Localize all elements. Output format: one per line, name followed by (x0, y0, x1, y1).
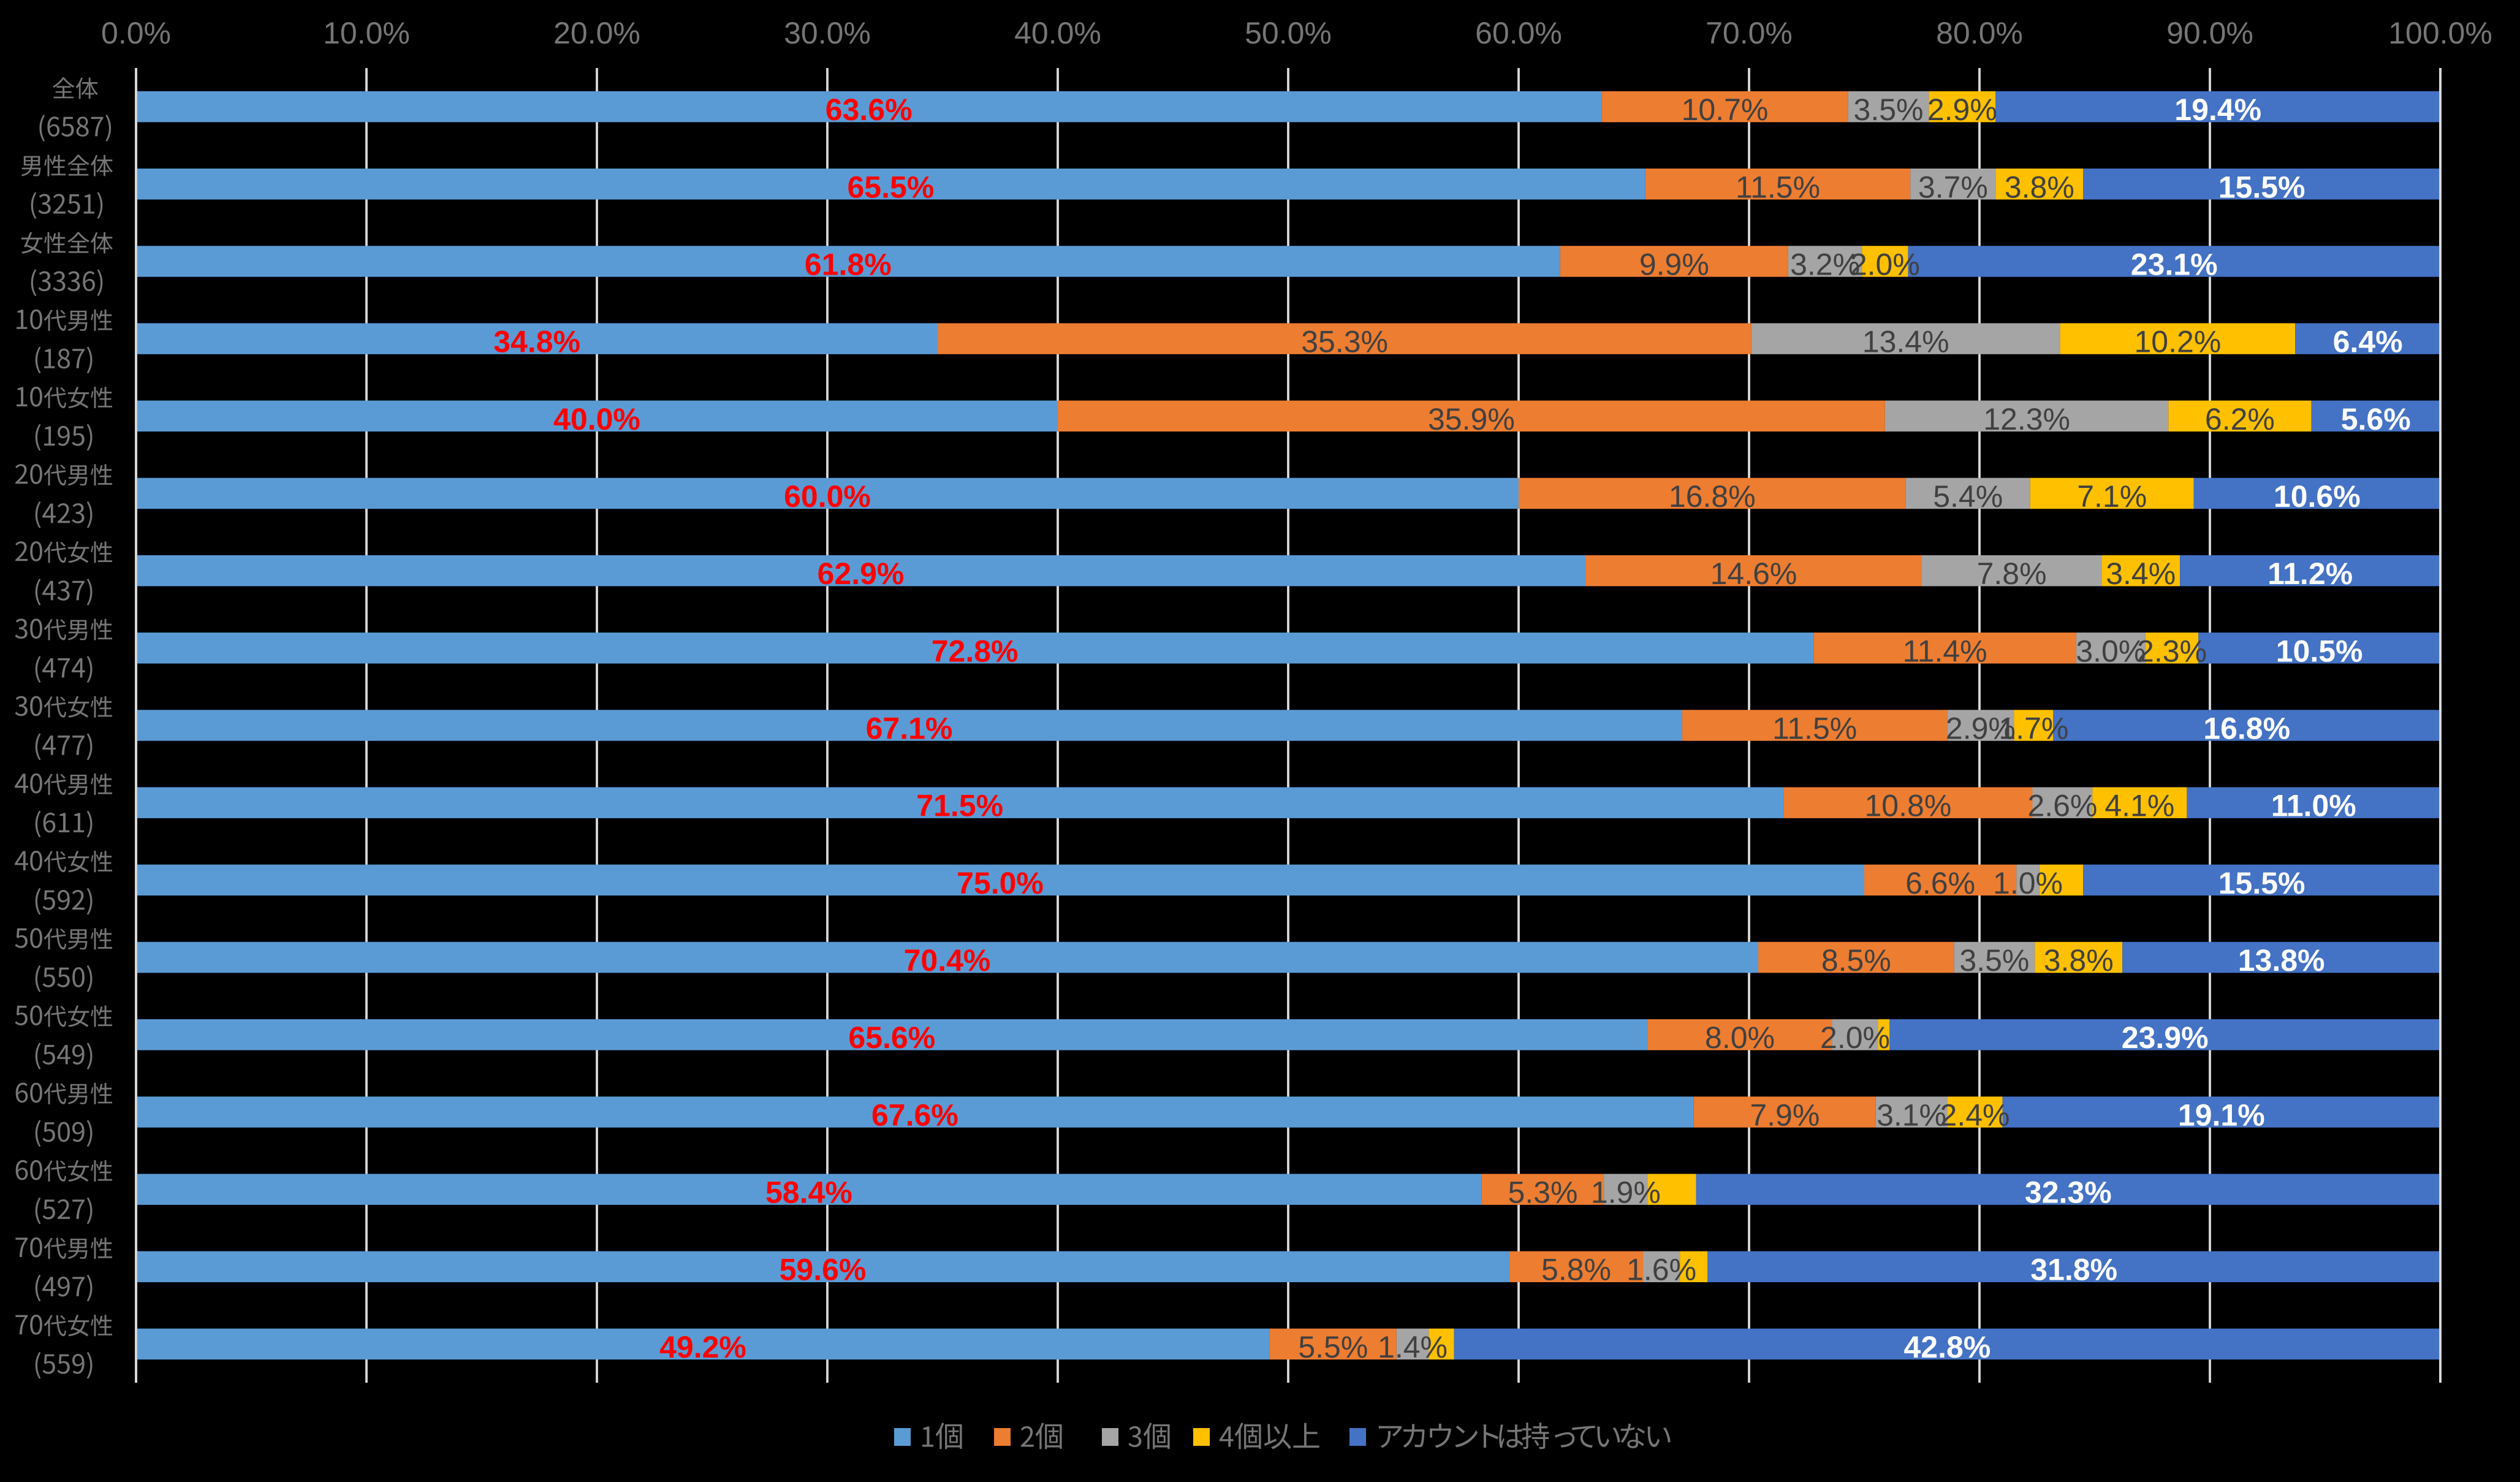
svg-text:32.3%: 32.3% (2025, 1176, 2112, 1210)
svg-text:60.0%: 60.0% (1475, 16, 1562, 50)
svg-text:65.6%: 65.6% (848, 1020, 935, 1055)
svg-text:3.8%: 3.8% (2044, 943, 2114, 978)
svg-text:100.0%: 100.0% (2388, 16, 2492, 50)
svg-text:8.0%: 8.0% (1705, 1020, 1775, 1055)
svg-text:7.1%: 7.1% (2077, 479, 2147, 514)
svg-text:42.8%: 42.8% (1904, 1330, 1991, 1364)
svg-text:10.6%: 10.6% (2274, 479, 2361, 514)
svg-text:2.4%: 2.4% (1940, 1098, 2010, 1132)
svg-text:5.5%: 5.5% (1298, 1330, 1368, 1364)
svg-text:6.4%: 6.4% (2333, 325, 2403, 359)
svg-text:3.0%: 3.0% (2076, 634, 2146, 668)
svg-text:4.1%: 4.1% (2104, 789, 2174, 823)
svg-text:90.0%: 90.0% (2166, 16, 2253, 50)
svg-text:2.3%: 2.3% (2137, 634, 2207, 668)
svg-text:7.9%: 7.9% (1750, 1098, 1820, 1132)
svg-text:35.9%: 35.9% (1428, 402, 1515, 436)
svg-text:3.2%: 3.2% (1790, 247, 1860, 281)
svg-text:63.6%: 63.6% (825, 93, 913, 127)
svg-text:19.4%: 19.4% (2174, 93, 2261, 127)
svg-text:61.8%: 61.8% (805, 247, 892, 281)
svg-text:58.4%: 58.4% (765, 1176, 852, 1210)
svg-text:5.3%: 5.3% (1508, 1176, 1578, 1210)
svg-text:20.0%: 20.0% (553, 16, 640, 50)
svg-text:72.8%: 72.8% (932, 634, 1019, 668)
svg-text:6.6%: 6.6% (1905, 866, 1975, 900)
svg-text:23.1%: 23.1% (2131, 247, 2218, 281)
svg-text:70.4%: 70.4% (904, 943, 991, 978)
svg-text:2.9%: 2.9% (1946, 712, 2016, 746)
svg-text:3.7%: 3.7% (1918, 170, 1988, 204)
svg-text:14.6%: 14.6% (1710, 557, 1797, 591)
svg-text:67.6%: 67.6% (871, 1098, 958, 1132)
svg-text:10.7%: 10.7% (1682, 93, 1769, 127)
svg-text:1.7%: 1.7% (1998, 712, 2068, 746)
svg-text:34.8%: 34.8% (493, 325, 580, 359)
svg-text:5.6%: 5.6% (2341, 402, 2411, 436)
svg-text:1.4%: 1.4% (1378, 1330, 1448, 1364)
svg-text:49.2%: 49.2% (659, 1330, 746, 1364)
svg-text:10.5%: 10.5% (2276, 634, 2363, 668)
svg-text:8.5%: 8.5% (1821, 943, 1891, 978)
svg-text:71.5%: 71.5% (916, 789, 1003, 823)
svg-text:62.9%: 62.9% (818, 557, 905, 591)
svg-text:9.9%: 9.9% (1639, 247, 1709, 281)
svg-text:11.2%: 11.2% (2268, 557, 2353, 591)
svg-text:75.0%: 75.0% (957, 866, 1044, 900)
svg-text:59.6%: 59.6% (780, 1253, 867, 1287)
svg-text:80.0%: 80.0% (1936, 16, 2023, 50)
svg-text:12.3%: 12.3% (1983, 402, 2070, 436)
svg-text:2.6%: 2.6% (2027, 789, 2097, 823)
svg-text:11.0%: 11.0% (2271, 789, 2356, 823)
svg-text:1.9%: 1.9% (1591, 1176, 1661, 1210)
svg-text:13.8%: 13.8% (2238, 943, 2325, 978)
svg-text:5.8%: 5.8% (1541, 1253, 1611, 1287)
svg-text:2.9%: 2.9% (1927, 93, 1997, 127)
svg-text:2.0%: 2.0% (1820, 1020, 1890, 1055)
svg-text:11.4%: 11.4% (1903, 634, 1987, 668)
svg-text:0.0%: 0.0% (101, 16, 171, 50)
svg-text:7.8%: 7.8% (1977, 557, 2047, 591)
svg-text:3.1%: 3.1% (1877, 1098, 1946, 1132)
svg-text:16.8%: 16.8% (1669, 479, 1756, 514)
svg-text:23.9%: 23.9% (2122, 1020, 2209, 1055)
svg-text:10.0%: 10.0% (323, 16, 410, 50)
svg-text:19.1%: 19.1% (2178, 1098, 2265, 1132)
svg-text:3.8%: 3.8% (2005, 170, 2074, 204)
svg-text:67.1%: 67.1% (866, 712, 953, 746)
svg-text:40.0%: 40.0% (1014, 16, 1101, 50)
svg-text:1.6%: 1.6% (1626, 1253, 1696, 1287)
svg-text:3.5%: 3.5% (1959, 943, 2029, 978)
svg-text:6.2%: 6.2% (2205, 402, 2275, 436)
svg-text:30.0%: 30.0% (784, 16, 871, 50)
svg-text:13.4%: 13.4% (1862, 325, 1949, 359)
svg-text:16.8%: 16.8% (2203, 712, 2290, 746)
svg-text:50.0%: 50.0% (1245, 16, 1332, 50)
svg-text:10.8%: 10.8% (1865, 789, 1952, 823)
svg-text:3.5%: 3.5% (1854, 93, 1924, 127)
svg-text:10.2%: 10.2% (2135, 325, 2222, 359)
svg-text:31.8%: 31.8% (2030, 1253, 2117, 1287)
svg-text:11.5%: 11.5% (1736, 170, 1820, 204)
svg-text:15.5%: 15.5% (2218, 170, 2306, 204)
svg-text:70.0%: 70.0% (1706, 16, 1793, 50)
svg-text:15.5%: 15.5% (2218, 866, 2306, 900)
svg-text:40.0%: 40.0% (553, 402, 640, 436)
svg-text:11.5%: 11.5% (1772, 712, 1857, 746)
svg-text:1.0%: 1.0% (1993, 866, 2063, 900)
svg-text:65.5%: 65.5% (848, 170, 935, 204)
svg-text:3.4%: 3.4% (2106, 557, 2176, 591)
svg-text:5.4%: 5.4% (1933, 479, 2003, 514)
svg-text:60.0%: 60.0% (784, 479, 871, 514)
svg-text:35.3%: 35.3% (1301, 325, 1388, 359)
svg-text:2.0%: 2.0% (1850, 247, 1920, 281)
